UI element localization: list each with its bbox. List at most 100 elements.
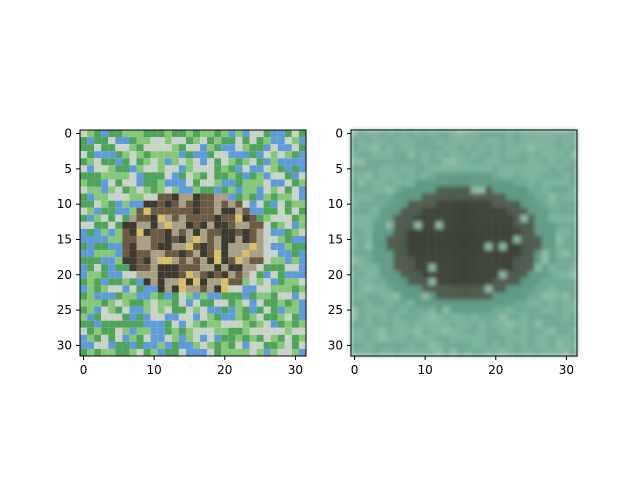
right-y-tick-label: 0 xyxy=(335,127,343,141)
right-image-pixel xyxy=(365,335,372,342)
right-image-pixel xyxy=(429,158,436,165)
right-image-pixel xyxy=(443,264,450,271)
right-image-pixel xyxy=(457,292,464,299)
left-image-pixel xyxy=(115,208,122,215)
right-image-pixel xyxy=(464,172,471,179)
left-image-pixel xyxy=(186,243,193,250)
right-image-pixel xyxy=(485,264,492,271)
right-image-pixel xyxy=(351,130,358,137)
left-image-pixel xyxy=(151,151,158,158)
left-image-pixel xyxy=(158,130,165,137)
left-image-pixel xyxy=(242,342,249,349)
right-image-pixel xyxy=(372,328,379,335)
left-image-pixel xyxy=(228,165,235,172)
right-image-pixel xyxy=(436,229,443,236)
left-image-pixel xyxy=(257,158,264,165)
right-image-pixel xyxy=(372,314,379,321)
right-image-pixel xyxy=(415,349,422,356)
right-image-pixel xyxy=(506,257,513,264)
right-image-pixel xyxy=(478,144,485,151)
right-image-pixel xyxy=(563,194,570,201)
right-image-pixel xyxy=(436,250,443,257)
right-image-pixel xyxy=(372,158,379,165)
right-image-pixel xyxy=(365,151,372,158)
right-image-pixel xyxy=(542,236,549,243)
right-image-pixel xyxy=(521,187,528,194)
right-image-pixel xyxy=(436,144,443,151)
right-image-pixel xyxy=(408,243,415,250)
right-image-pixel xyxy=(351,151,358,158)
left-image-pixel xyxy=(271,187,278,194)
right-image-pixel xyxy=(429,243,436,250)
left-image-pixel xyxy=(285,264,292,271)
right-image-pixel xyxy=(358,285,365,292)
right-image-pixel xyxy=(485,187,492,194)
left-image-pixel xyxy=(101,243,108,250)
left-image-pixel xyxy=(292,285,299,292)
left-image-pixel xyxy=(87,300,94,307)
left-image-pixel xyxy=(158,285,165,292)
right-image-pixel xyxy=(492,335,499,342)
left-image-pixel xyxy=(179,229,186,236)
right-image-pixel xyxy=(443,165,450,172)
right-image-pixel xyxy=(351,250,358,257)
right-image-pixel xyxy=(436,165,443,172)
left-image-pixel xyxy=(144,158,151,165)
left-image-pixel xyxy=(200,144,207,151)
right-image-pixel xyxy=(521,328,528,335)
left-image-pixel xyxy=(179,271,186,278)
right-image-pixel xyxy=(570,187,577,194)
left-image-pixel xyxy=(257,328,264,335)
right-image-pixel xyxy=(535,257,542,264)
right-image-pixel xyxy=(513,292,520,299)
right-image-pixel xyxy=(471,285,478,292)
left-image-pixel xyxy=(250,321,257,328)
left-image-pixel xyxy=(242,158,249,165)
right-image-pixel xyxy=(549,278,556,285)
left-image-pixel xyxy=(299,243,306,250)
right-image-pixel xyxy=(358,264,365,271)
right-image-pixel xyxy=(415,222,422,229)
right-image-pixel xyxy=(478,271,485,278)
right-image-pixel xyxy=(408,285,415,292)
left-image-pixel xyxy=(115,222,122,229)
left-image-pixel xyxy=(144,187,151,194)
right-image-pixel xyxy=(563,151,570,158)
right-image-pixel xyxy=(379,278,386,285)
left-image-pixel xyxy=(292,292,299,299)
right-image-pixel xyxy=(351,137,358,144)
right-image-pixel xyxy=(471,215,478,222)
left-image-pixel xyxy=(193,278,200,285)
left-image-pixel xyxy=(186,158,193,165)
right-image-pixel xyxy=(351,292,358,299)
left-image-pixel xyxy=(172,222,179,229)
right-image-pixel xyxy=(351,307,358,314)
left-image-pixel xyxy=(264,229,271,236)
left-image-pixel xyxy=(292,151,299,158)
right-image-pixel xyxy=(528,151,535,158)
left-image-pixel xyxy=(94,215,101,222)
left-image-pixel xyxy=(242,201,249,208)
left-image-pixel xyxy=(186,137,193,144)
right-image-pixel xyxy=(386,271,393,278)
right-image-pixel xyxy=(443,229,450,236)
left-image-pixel xyxy=(292,349,299,356)
left-image-pixel xyxy=(186,151,193,158)
left-image-pixel xyxy=(137,130,144,137)
right-image-pixel xyxy=(358,137,365,144)
right-image-pixel xyxy=(408,172,415,179)
right-image-pixel xyxy=(528,292,535,299)
left-image-pixel xyxy=(172,335,179,342)
left-image-pixel xyxy=(87,201,94,208)
left-image-pixel xyxy=(186,187,193,194)
right-image-pixel xyxy=(556,208,563,215)
right-image-pixel xyxy=(415,335,422,342)
right-image-pixel xyxy=(563,335,570,342)
left-image-pixel xyxy=(250,314,257,321)
left-image-pixel xyxy=(115,264,122,271)
right-image-pixel xyxy=(535,179,542,186)
left-image-pixel xyxy=(101,335,108,342)
left-image-pixel xyxy=(264,151,271,158)
right-image-pixel xyxy=(499,222,506,229)
left-image-pixel xyxy=(299,201,306,208)
